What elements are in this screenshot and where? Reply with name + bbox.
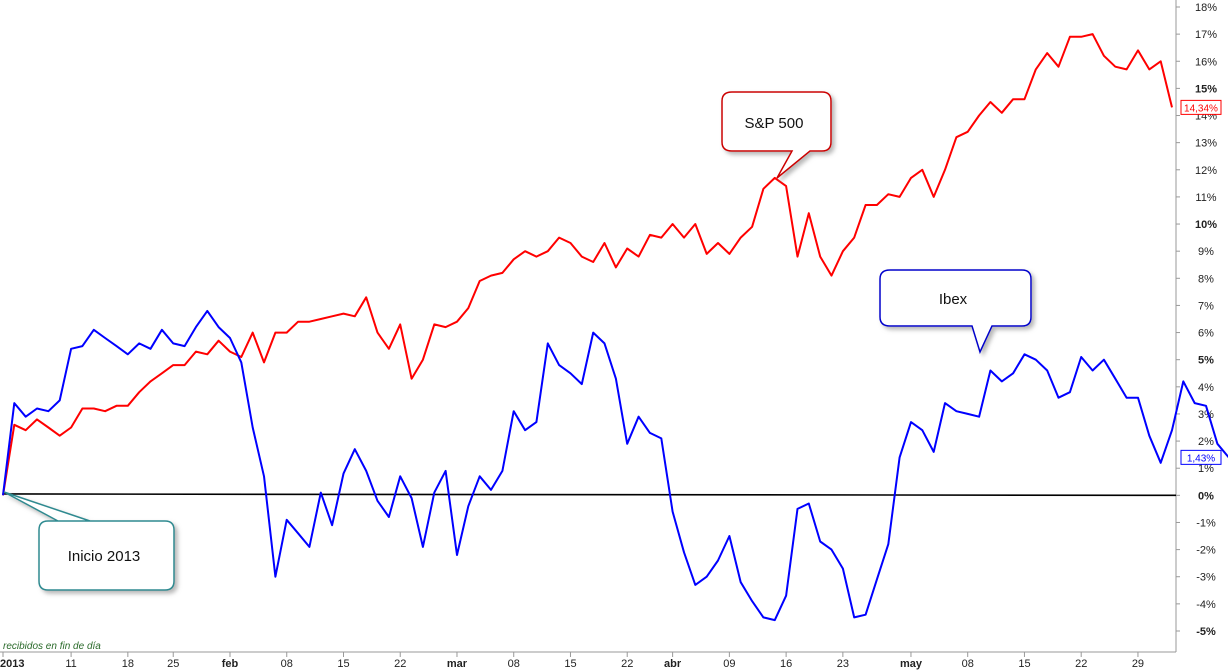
callout-sp500-label: S&P 500 (745, 115, 804, 132)
x-tick-label: 23 (837, 658, 849, 670)
x-tick-label: 25 (167, 658, 179, 670)
y-tick-label: -4% (1196, 599, 1216, 611)
x-tick-label: 08 (962, 658, 974, 670)
y-tick-label: 9% (1198, 246, 1214, 258)
callout-inicio-box (3, 491, 175, 591)
x-tick-label: 16 (780, 658, 792, 670)
y-tick-label: 7% (1198, 300, 1214, 312)
x-tick-label: 15 (1018, 658, 1030, 670)
callout-ibex-label: Ibex (939, 291, 968, 308)
x-axis: 2013 11 18 25 feb 08 15 22 mar 08 15 22 abr 09 16 23 may… (0, 652, 1144, 670)
zero-baseline (2, 493, 1177, 497)
y-tick-label: 17% (1195, 29, 1217, 41)
x-tick-label: 22 (1075, 658, 1087, 670)
y-tick-label: 8% (1198, 273, 1214, 285)
x-tick-label: 2013 (0, 658, 24, 670)
x-tick-label: mar (447, 658, 468, 670)
callout-ibex: Ibex (879, 269, 1032, 355)
callout-sp500-box (721, 91, 832, 179)
x-tick-label: 09 (723, 658, 735, 670)
y-tick-label: 0% (1198, 490, 1214, 502)
y-tick-label: -3% (1196, 572, 1216, 584)
y-tick-label: 15% (1195, 83, 1217, 95)
x-tick-label: 15 (337, 658, 349, 670)
last-value-badge-label: 14,34% (1184, 103, 1218, 114)
y-axis: 18%17%16%15%14%13%12%11%10%9%8%7%6%5%4%3… (1176, 2, 1217, 638)
x-tick-label: may (900, 658, 923, 670)
series-group (2, 33, 1228, 622)
y-tick-label: -5% (1196, 626, 1216, 638)
x-tick-label: 08 (281, 658, 293, 670)
x-tick-label: 18 (122, 658, 134, 670)
y-tick-label: 11% (1195, 192, 1216, 204)
y-tick-label: 3% (1198, 409, 1214, 421)
x-tick-label: 11 (65, 658, 76, 670)
last-value-badge-box (1180, 99, 1222, 115)
last-value-badges: 14,34% 1,43% (1180, 99, 1222, 465)
x-tick-label: 15 (564, 658, 576, 670)
data-note: recibidos en fin de día (3, 641, 101, 652)
y-tick-label: 5% (1198, 355, 1214, 367)
callout-ibex-box (879, 269, 1032, 355)
last-value-badge-label: 1,43% (1187, 453, 1215, 464)
series-line-0 (2, 33, 1173, 496)
y-tick-label: -1% (1196, 517, 1216, 529)
y-tick-label: 13% (1195, 138, 1217, 150)
y-tick-label: 18% (1195, 2, 1217, 14)
x-tick-label: 08 (508, 658, 520, 670)
y-tick-label: -2% (1196, 545, 1216, 557)
callout-inicio-label: Inicio 2013 (68, 548, 141, 565)
y-tick-label: 6% (1198, 328, 1214, 340)
last-value-badge-box (1180, 449, 1222, 465)
callout-inicio: Inicio 2013 (3, 491, 175, 591)
x-tick-label: feb (222, 658, 239, 670)
series-line-1 (2, 309, 1228, 622)
y-tick-label: 2% (1198, 436, 1214, 448)
y-tick-label: 16% (1195, 56, 1217, 68)
x-tick-label: 22 (394, 658, 406, 670)
x-tick-label: abr (664, 658, 682, 670)
callout-sp500: S&P 500 (721, 91, 832, 179)
y-tick-label: 4% (1198, 382, 1214, 394)
y-tick-label: 10% (1195, 219, 1217, 231)
y-tick-label: 1% (1198, 463, 1214, 475)
y-tick-label: 12% (1195, 165, 1217, 177)
x-tick-label: 22 (621, 658, 633, 670)
x-tick-label: 29 (1132, 658, 1144, 670)
